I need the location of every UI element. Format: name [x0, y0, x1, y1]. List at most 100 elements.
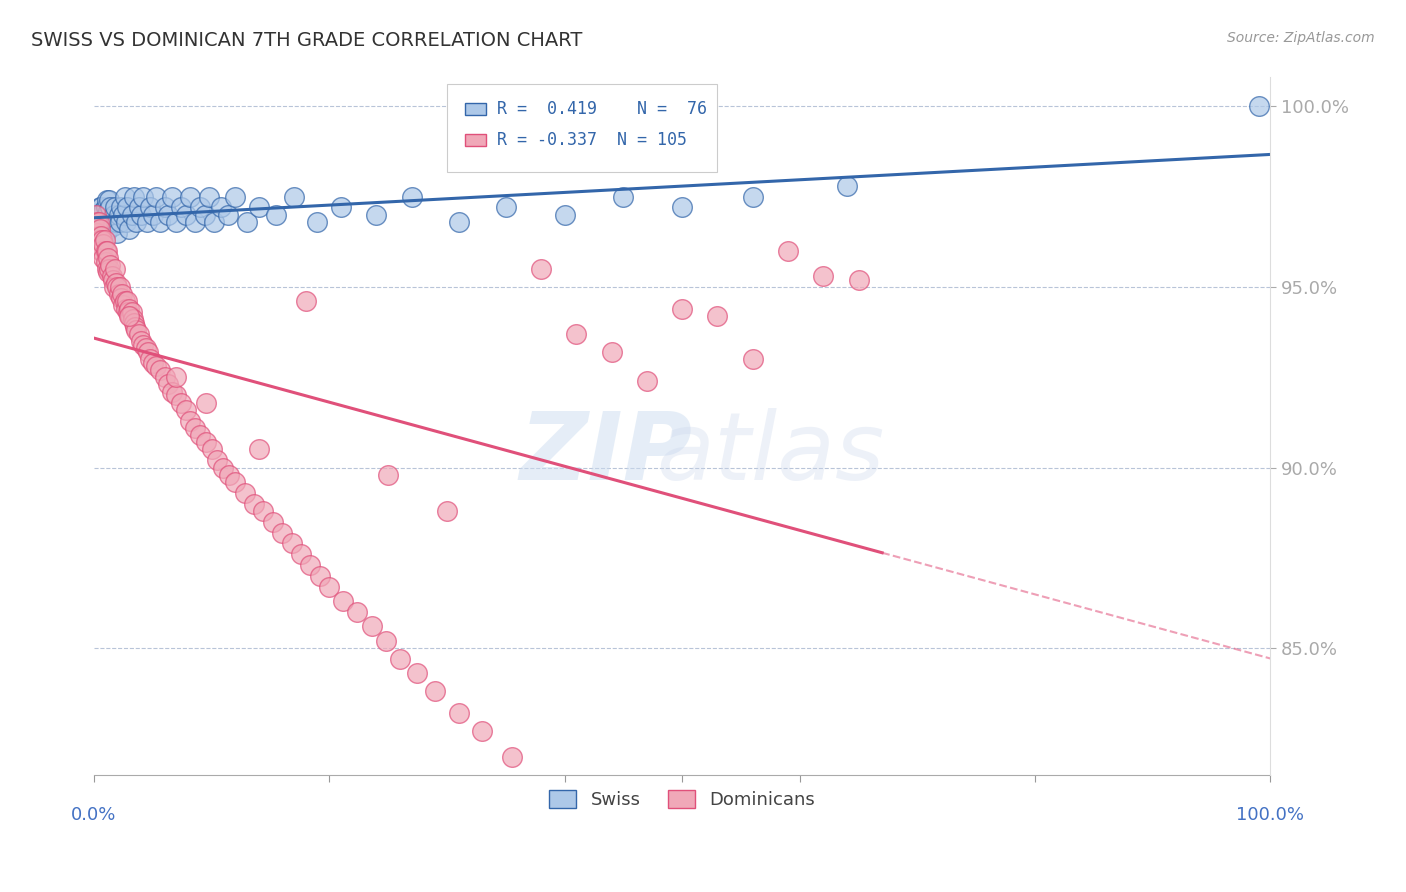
Point	[114, 301, 136, 316]
Point	[202, 215, 225, 229]
Point	[612, 189, 634, 203]
Legend: Swiss, Dominicans: Swiss, Dominicans	[544, 784, 821, 814]
Point	[184, 421, 207, 435]
Point	[271, 525, 294, 540]
Point	[110, 291, 132, 305]
Point	[174, 208, 197, 222]
Point	[142, 356, 165, 370]
Point	[117, 305, 139, 319]
Point	[132, 189, 155, 203]
Point	[101, 273, 124, 287]
Point	[139, 352, 162, 367]
Point	[91, 233, 114, 247]
Point	[121, 312, 143, 326]
Point	[96, 193, 118, 207]
Point	[153, 370, 176, 384]
Point	[89, 201, 111, 215]
Point	[224, 189, 246, 203]
Point	[108, 215, 131, 229]
Point	[100, 258, 122, 272]
Point	[374, 634, 396, 648]
Point	[129, 334, 152, 348]
Point	[93, 211, 115, 226]
Point	[139, 201, 162, 215]
Point	[132, 337, 155, 351]
Point	[194, 435, 217, 450]
Point	[112, 208, 135, 222]
Point	[377, 467, 399, 482]
Point	[165, 215, 187, 229]
Point	[105, 277, 128, 291]
Point	[91, 251, 114, 265]
FancyBboxPatch shape	[464, 134, 485, 146]
Point	[136, 345, 159, 359]
Point	[149, 215, 172, 229]
Point	[89, 222, 111, 236]
Point	[636, 374, 658, 388]
Point	[330, 201, 353, 215]
Point	[89, 208, 111, 222]
Point	[107, 287, 129, 301]
Point	[93, 233, 115, 247]
Point	[194, 395, 217, 409]
Point	[104, 261, 127, 276]
Text: 100.0%: 100.0%	[1236, 806, 1305, 824]
Point	[121, 305, 143, 319]
Point	[98, 193, 121, 207]
Point	[188, 201, 211, 215]
Point	[741, 352, 763, 367]
Text: ZIP: ZIP	[519, 408, 692, 500]
Point	[118, 301, 141, 316]
Point	[184, 215, 207, 229]
Point	[110, 201, 132, 215]
Point	[388, 652, 411, 666]
Point	[96, 215, 118, 229]
Point	[160, 189, 183, 203]
Point	[236, 215, 259, 229]
Point	[170, 201, 193, 215]
Point	[98, 215, 121, 229]
Point	[120, 309, 142, 323]
Point	[90, 229, 112, 244]
FancyBboxPatch shape	[464, 103, 485, 115]
Point	[252, 504, 274, 518]
Point	[776, 244, 799, 258]
Point	[87, 215, 110, 229]
Point	[112, 298, 135, 312]
Point	[233, 485, 256, 500]
Point	[115, 294, 138, 309]
Point	[84, 226, 107, 240]
Point	[741, 189, 763, 203]
Point	[94, 254, 117, 268]
Point	[107, 208, 129, 222]
Point	[118, 309, 141, 323]
Point	[100, 201, 122, 215]
Point	[160, 384, 183, 399]
Point	[530, 261, 553, 276]
Point	[90, 201, 112, 215]
Point	[346, 605, 368, 619]
Point	[495, 201, 517, 215]
Point	[209, 201, 232, 215]
Point	[115, 201, 138, 215]
Point	[671, 201, 693, 215]
Point	[149, 363, 172, 377]
Point	[114, 189, 136, 203]
Point	[142, 208, 165, 222]
Point	[401, 189, 423, 203]
Point	[97, 222, 120, 236]
Point	[90, 215, 112, 229]
Point	[554, 208, 576, 222]
Point	[145, 189, 167, 203]
Point	[848, 273, 870, 287]
Point	[145, 359, 167, 374]
Point	[366, 208, 388, 222]
Point	[294, 294, 316, 309]
Point	[91, 222, 114, 236]
Point	[104, 201, 127, 215]
Point	[101, 219, 124, 233]
Point	[118, 222, 141, 236]
Text: Source: ZipAtlas.com: Source: ZipAtlas.com	[1227, 31, 1375, 45]
Point	[153, 201, 176, 215]
Point	[135, 215, 157, 229]
